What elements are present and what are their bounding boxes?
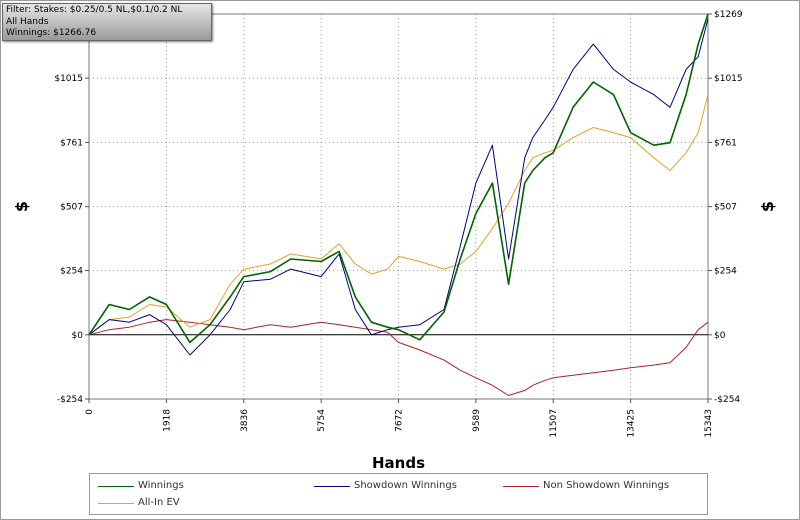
filter-stakes-text: Filter: Stakes: $0.25/0.5 NL,$0.1/0.2 NL (6, 5, 183, 15)
series-line-showdown-winnings (88, 18, 709, 356)
y-tick-label-left: $761 (60, 138, 83, 148)
x-tick-label: 15343 (704, 409, 714, 438)
x-tick-label: 1918 (162, 409, 172, 432)
y-tick-label-right: $507 (714, 203, 737, 213)
y-tick-label-right: $761 (714, 138, 737, 148)
y-tick-label-left: $507 (60, 203, 83, 213)
x-axis-title: Hands (372, 454, 425, 472)
x-tick-label: 9589 (472, 409, 482, 432)
y-tick-label-right: $1015 (714, 74, 743, 84)
x-tick-label: 5754 (317, 409, 327, 432)
y-axis-title-left: $ (12, 201, 31, 212)
legend-label-showdown: Showdown Winnings (354, 480, 457, 491)
x-tick-label: 7672 (395, 409, 405, 432)
y-axis-title-right: $ (758, 201, 777, 212)
y-tick-label-left: -$254 (57, 395, 83, 405)
series-line-non-showdown-winnings (88, 319, 709, 396)
filter-winnings-text: Winnings: $1266.76 (6, 28, 97, 38)
legend-swatch-allin-ev (98, 503, 134, 504)
y-tick-label-right: $0 (714, 331, 726, 341)
legend-label-non-showdown: Non Showdown Winnings (543, 480, 670, 491)
series-line-all-in-ev (88, 94, 709, 336)
filter-hands-text: All Hands (6, 16, 49, 27)
x-tick-label: 13425 (627, 409, 637, 438)
legend-swatch-non-showdown (503, 486, 539, 487)
y-tick-label-right: $1269 (714, 10, 743, 20)
y-tick-label-right: -$254 (714, 395, 740, 405)
filter-info-box: Filter: Stakes: $0.25/0.5 NL,$0.1/0.2 NL… (2, 3, 212, 41)
x-tick-label: 3836 (240, 409, 250, 432)
y-tick-label-left: $0 (72, 331, 84, 341)
y-tick-label-left: $254 (60, 267, 83, 277)
legend-label-allin-ev: All-In EV (138, 497, 180, 508)
y-tick-label-left: $1015 (54, 74, 83, 84)
legend-swatch-showdown (314, 486, 350, 487)
legend-swatch-winnings (98, 486, 134, 487)
x-tick-label: 0 (85, 409, 95, 415)
legend-label-winnings: Winnings (138, 480, 184, 491)
chart-legend: Winnings Showdown Winnings Non Showdown … (89, 473, 708, 515)
series-line-winnings (88, 13, 709, 344)
y-tick-label-right: $254 (714, 267, 737, 277)
x-tick-label: 11507 (549, 409, 559, 438)
